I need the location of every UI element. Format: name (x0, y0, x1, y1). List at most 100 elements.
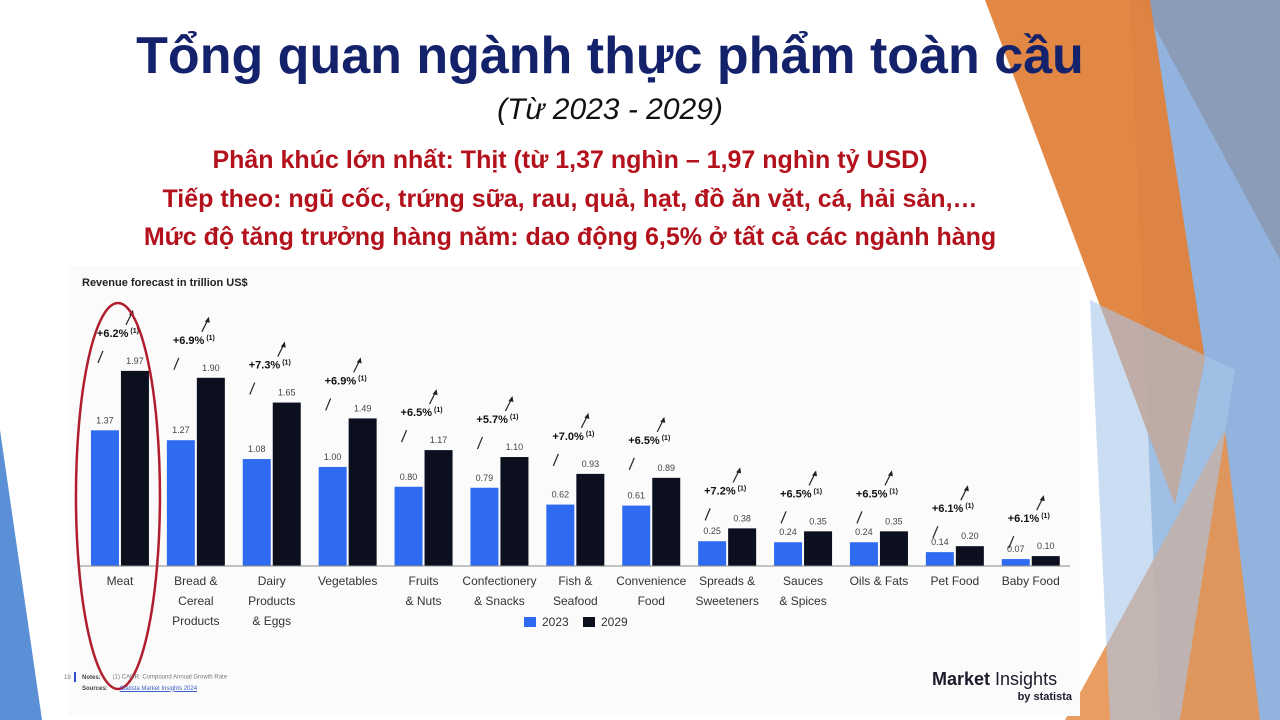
data-label-2029: 1.49 (354, 403, 372, 413)
category-label: Food (638, 594, 665, 608)
cagr-label: +6.5% (1) (856, 488, 898, 500)
data-label-2029: 1.90 (202, 363, 220, 373)
category-label: & Eggs (252, 614, 291, 628)
bar-2029 (196, 377, 225, 566)
category-label: Meat (107, 574, 134, 588)
bar-2023 (698, 541, 727, 566)
bar-2029 (1031, 556, 1060, 566)
bar-2029 (955, 546, 984, 566)
data-label-2023: 1.37 (96, 415, 114, 425)
legend-label-2029: 2029 (601, 615, 628, 629)
category-label: Spreads & (699, 574, 755, 588)
trend-arrowhead-icon (356, 357, 362, 364)
trend-tick-icon (97, 350, 104, 364)
trend-arrowhead-icon (584, 412, 590, 419)
data-label-2023: 1.00 (324, 452, 342, 462)
category-label: Sweeteners (695, 594, 758, 608)
cagr-label: +6.1% (1) (932, 503, 974, 515)
bar-2029 (879, 531, 908, 566)
bar-2029 (576, 473, 605, 566)
trend-tick-icon (400, 429, 408, 443)
cagr-label: +6.2% (1) (97, 328, 139, 340)
cagr-footnote-marker: (1) (130, 328, 139, 335)
data-label-2029: 0.35 (885, 516, 903, 526)
data-label-2023: 0.14 (931, 537, 949, 547)
footnotes: 19 Notes: (1) CAGR: Compound Annual Growth… (64, 672, 227, 695)
bar-2029 (120, 370, 149, 566)
notes-text: (1) CAGR: Compound Annual Growth Rate (112, 674, 228, 681)
bar-2023 (1001, 559, 1030, 566)
category-label: Products (172, 614, 219, 628)
category-label: Sauces (783, 574, 823, 588)
bar-2029 (804, 531, 833, 566)
legend-swatch-2029 (583, 617, 595, 627)
category-label: Products (248, 594, 295, 608)
cagr-footnote-marker: (1) (586, 431, 595, 438)
data-label-2023: 0.24 (779, 527, 797, 537)
revenue-bar-chart: 1.37 1.97 +6.2% (1) Meat 1.27 1.90 +6.9% (1) Brea… (74, 301, 1070, 691)
category-label: Dairy (258, 574, 286, 588)
slide-title: Tổng quan ngành thực phẩm toàn cầu (136, 27, 1084, 85)
trend-arrowhead-icon (963, 485, 969, 492)
notes-row: 19 Notes: (1) CAGR: Compound Annual Growth… (64, 672, 227, 684)
trend-tick-icon (704, 508, 711, 521)
bar-2023 (546, 504, 575, 566)
trend-tick-icon (628, 457, 635, 471)
trend-arrowhead-icon (660, 416, 666, 423)
category-label: Convenience (616, 574, 686, 588)
cagr-label: +5.7% (1) (476, 414, 518, 426)
category-label: Fish & (558, 574, 592, 588)
data-label-2029: 0.89 (657, 463, 675, 473)
cagr-footnote-marker: (1) (510, 414, 519, 421)
trend-arrowhead-icon (432, 389, 438, 396)
cagr-footnote-marker: (1) (358, 375, 367, 382)
cagr-footnote-marker: (1) (738, 485, 747, 492)
data-label-2029: 1.10 (506, 442, 524, 452)
category-label: Fruits (409, 574, 439, 588)
left-blue-triangle (0, 430, 42, 720)
headline-growth-rate: Mức độ tăng trưởng hàng năm: dao động 6,… (143, 223, 997, 251)
bar-2023 (925, 552, 954, 566)
data-label-2023: 0.07 (1007, 544, 1025, 554)
brand-part2: Insights (990, 669, 1058, 689)
bar-2029 (652, 477, 681, 566)
category-label: & Snacks (474, 594, 525, 608)
bar-2029 (728, 528, 757, 566)
cagr-footnote-marker: (1) (1041, 513, 1050, 520)
bar-2023 (242, 459, 271, 566)
trend-tick-icon (932, 525, 939, 539)
category-label: Bread & (174, 574, 217, 588)
data-label-2029: 0.93 (582, 459, 600, 469)
trend-arrowhead-icon (508, 396, 514, 403)
bar-2029 (348, 418, 377, 566)
data-label-2029: 0.35 (809, 516, 827, 526)
trend-arrowhead-icon (736, 467, 742, 474)
sources-row: Sources: Statista Market Insights 2024 (64, 684, 227, 695)
category-label: Seafood (553, 594, 598, 608)
notes-accent-bar (74, 672, 76, 682)
trend-arrowhead-icon (1039, 495, 1045, 502)
trend-arrowhead-icon (280, 341, 286, 348)
data-label-2029: 1.17 (430, 435, 448, 445)
data-label-2023: 1.27 (172, 425, 190, 435)
trend-tick-icon (780, 511, 787, 524)
data-label-2023: 0.80 (400, 472, 418, 482)
highlight-ring (74, 301, 162, 691)
sources-link[interactable]: Statista Market Insights 2024 (119, 685, 198, 692)
category-label: Baby Food (1002, 574, 1060, 588)
trend-tick-icon (249, 382, 256, 395)
trend-tick-icon (1008, 535, 1015, 549)
data-label-2023: 0.62 (552, 490, 570, 500)
legend-swatch-2023 (524, 617, 536, 627)
cagr-footnote-marker: (1) (814, 488, 823, 495)
data-label-2023: 1.08 (248, 444, 266, 454)
trend-arrowhead-icon (812, 470, 818, 477)
bar-2023 (166, 440, 195, 566)
category-label: & Nuts (406, 594, 442, 608)
cagr-label: +7.2% (1) (704, 485, 746, 497)
legend-label-2023: 2023 (542, 615, 569, 629)
bar-2023 (622, 505, 651, 566)
bar-2023 (394, 486, 423, 566)
cagr-label: +6.9% (1) (325, 375, 367, 387)
